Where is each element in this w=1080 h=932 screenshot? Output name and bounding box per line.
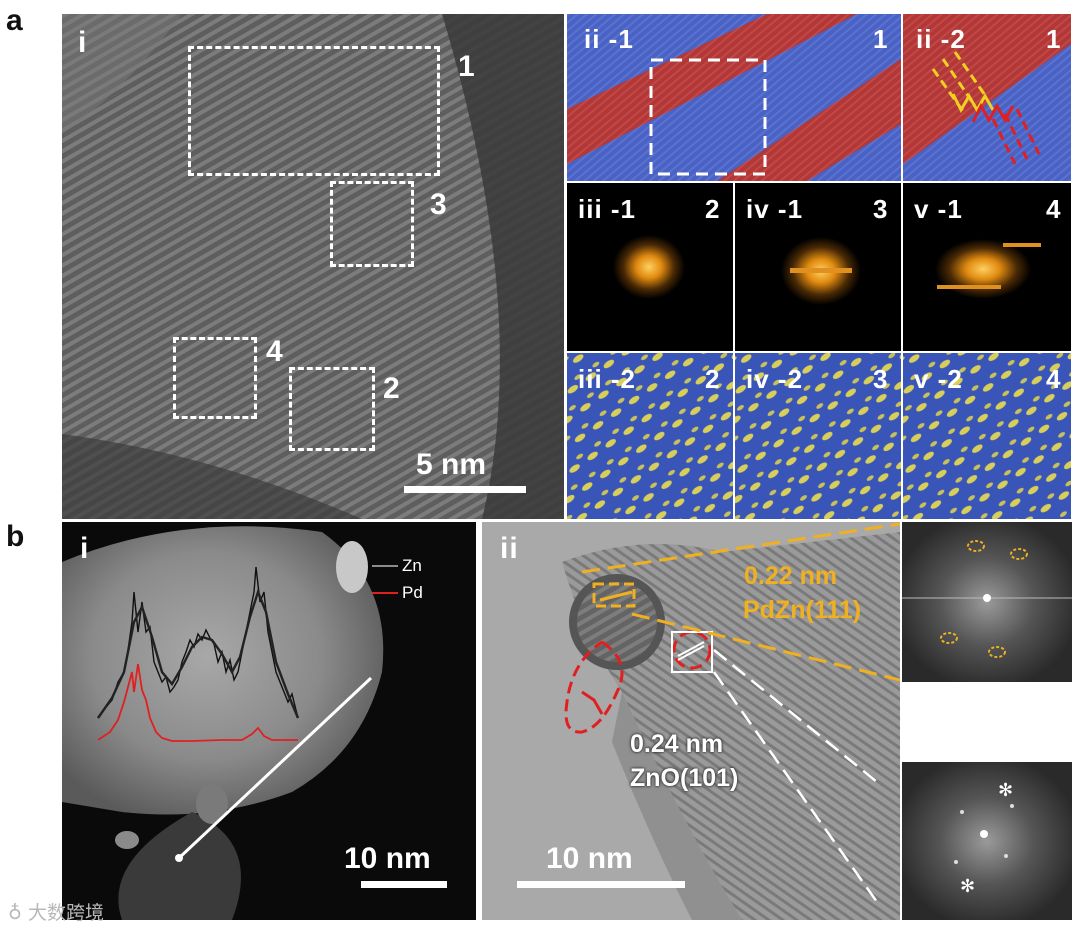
scale-bar-label-a: 5 nm xyxy=(416,448,487,481)
roi-box-4 xyxy=(173,337,257,419)
panel-a-i-label: i xyxy=(78,26,88,59)
tile-v-2-number: 4 xyxy=(1046,364,1061,394)
fft-spot-star-icon: ✻ xyxy=(998,780,1013,801)
roi-number-3: 3 xyxy=(430,188,447,221)
fft-inset-pdzn xyxy=(902,522,1072,682)
roi-box-3 xyxy=(330,181,414,267)
d-spacing-pdzn-value: 0.22 nm xyxy=(744,562,838,590)
tile-iv-2-number: 3 xyxy=(873,364,888,394)
d-spacing-pdzn-plane: PdZn(111) xyxy=(743,596,862,624)
tile-v-1-fft xyxy=(903,183,1071,351)
fft-inset-zno: ✻ ✻ xyxy=(902,762,1072,920)
watermark: ♁ 大数跨境 xyxy=(8,902,104,924)
scale-bar-label-b-ii: 10 nm xyxy=(546,842,633,875)
tile-iii-2-image xyxy=(567,353,733,519)
tile-ii-1-label: ii -1 xyxy=(584,24,634,54)
hrtem-image-b-ii xyxy=(482,522,900,920)
tile-iii-2-label: iii -2 xyxy=(578,364,637,394)
tile-iv-1-fft xyxy=(735,183,901,351)
tile-v-1-label: v -1 xyxy=(914,194,963,224)
tile-iii-1-fft xyxy=(567,183,733,351)
tile-ii-2-image xyxy=(903,14,1071,181)
panel-b-letter: b xyxy=(6,520,25,553)
weibo-logo-icon: ♁ xyxy=(8,902,28,924)
tile-ii-2-number: 1 xyxy=(1046,24,1061,54)
roi-number-1: 1 xyxy=(458,50,475,83)
tile-v-2-image xyxy=(903,353,1071,519)
tile-iv-1-number: 3 xyxy=(873,194,888,224)
legend-pd: Pd xyxy=(402,583,423,602)
panel-b-ii-label: ii xyxy=(500,532,519,565)
scale-bar-label-b-i: 10 nm xyxy=(344,842,431,875)
tile-iv-2-label: iv -2 xyxy=(746,364,804,394)
d-spacing-zno-value: 0.24 nm xyxy=(630,730,724,758)
scale-bar-b-ii xyxy=(517,881,685,888)
tile-v-2-label: v -2 xyxy=(914,364,963,394)
tile-iv-1-label: iv -1 xyxy=(746,194,804,224)
fft-spot-star-icon: ✻ xyxy=(960,876,975,897)
roi-number-2: 2 xyxy=(383,372,400,405)
tile-ii-1-image xyxy=(567,14,901,181)
tile-iii-1-label: iii -1 xyxy=(578,194,637,224)
scale-bar-a xyxy=(404,486,526,493)
tile-ii-1-number: 1 xyxy=(873,24,888,54)
d-spacing-zno-plane: ZnO(101) xyxy=(630,764,739,792)
tile-iii-2-number: 2 xyxy=(705,364,720,394)
panel-a-letter: a xyxy=(6,4,23,37)
panel-b-i-label: i xyxy=(80,532,90,565)
scale-bar-b-i xyxy=(361,881,447,888)
roi-box-2 xyxy=(289,367,375,451)
tile-ii-2-label: ii -2 xyxy=(916,24,966,54)
legend-zn: Zn xyxy=(402,556,422,575)
roi-number-4: 4 xyxy=(266,335,283,368)
tile-iii-1-number: 2 xyxy=(705,194,720,224)
hrtem-image-a-i xyxy=(62,14,564,519)
haadf-image-b-i xyxy=(62,522,476,920)
tile-v-1-number: 4 xyxy=(1046,194,1061,224)
tile-iv-2-image xyxy=(735,353,901,519)
roi-box-1 xyxy=(188,46,440,176)
